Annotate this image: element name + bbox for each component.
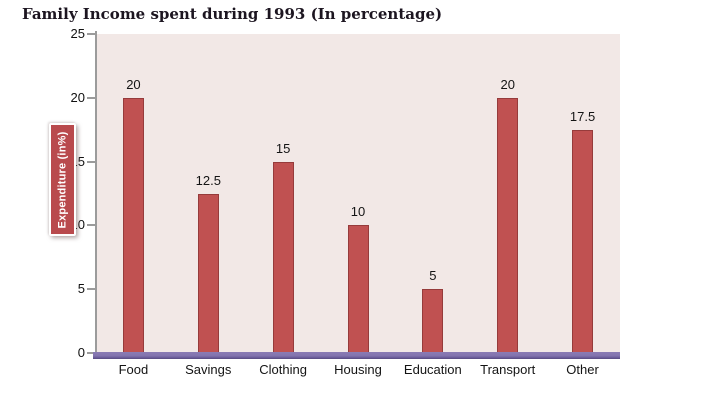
y-tick-label: 0: [77, 345, 85, 360]
y-tick: [87, 96, 95, 99]
bar-value-label: 10: [350, 204, 366, 220]
bar-value-label: 17.5: [569, 108, 596, 124]
x-axis-baseline-band: [93, 352, 620, 359]
bar: [347, 225, 369, 357]
y-axis-label: Expenditure (in%): [56, 131, 69, 228]
y-tick: [87, 224, 95, 227]
y-tick: [87, 288, 95, 291]
x-category-label: Housing: [334, 362, 382, 377]
x-category-label: Food: [118, 362, 149, 377]
y-tick: [87, 33, 95, 35]
y-axis-label-box: Expenditure (in%): [49, 123, 76, 236]
x-category-label: Clothing: [259, 362, 307, 377]
bar-value-label: 12.5: [195, 172, 221, 188]
x-category-label: Savings: [185, 362, 232, 377]
bar: [272, 161, 294, 357]
chart-title: Family Income spent during 1993 (In perc…: [22, 5, 443, 23]
y-tick-label: 20: [70, 89, 85, 105]
bar: [572, 129, 594, 357]
y-tick: [87, 160, 95, 163]
y-axis-line: [95, 31, 97, 353]
bar: [497, 97, 519, 357]
x-category-label: Other: [566, 362, 599, 377]
y-tick-label: 5: [77, 281, 85, 297]
y-tick-label: 25: [70, 26, 85, 41]
bar-value-label: 5: [429, 268, 437, 284]
bar: [122, 97, 144, 357]
bar: [422, 289, 444, 357]
x-category-label: Transport: [480, 362, 536, 377]
bar-value-label: 20: [126, 76, 141, 92]
y-tick: [87, 352, 95, 354]
bar-value-label: 20: [500, 76, 515, 92]
bar-value-label: 15: [275, 140, 291, 156]
bar: [197, 193, 219, 357]
x-category-label: Education: [403, 362, 462, 377]
